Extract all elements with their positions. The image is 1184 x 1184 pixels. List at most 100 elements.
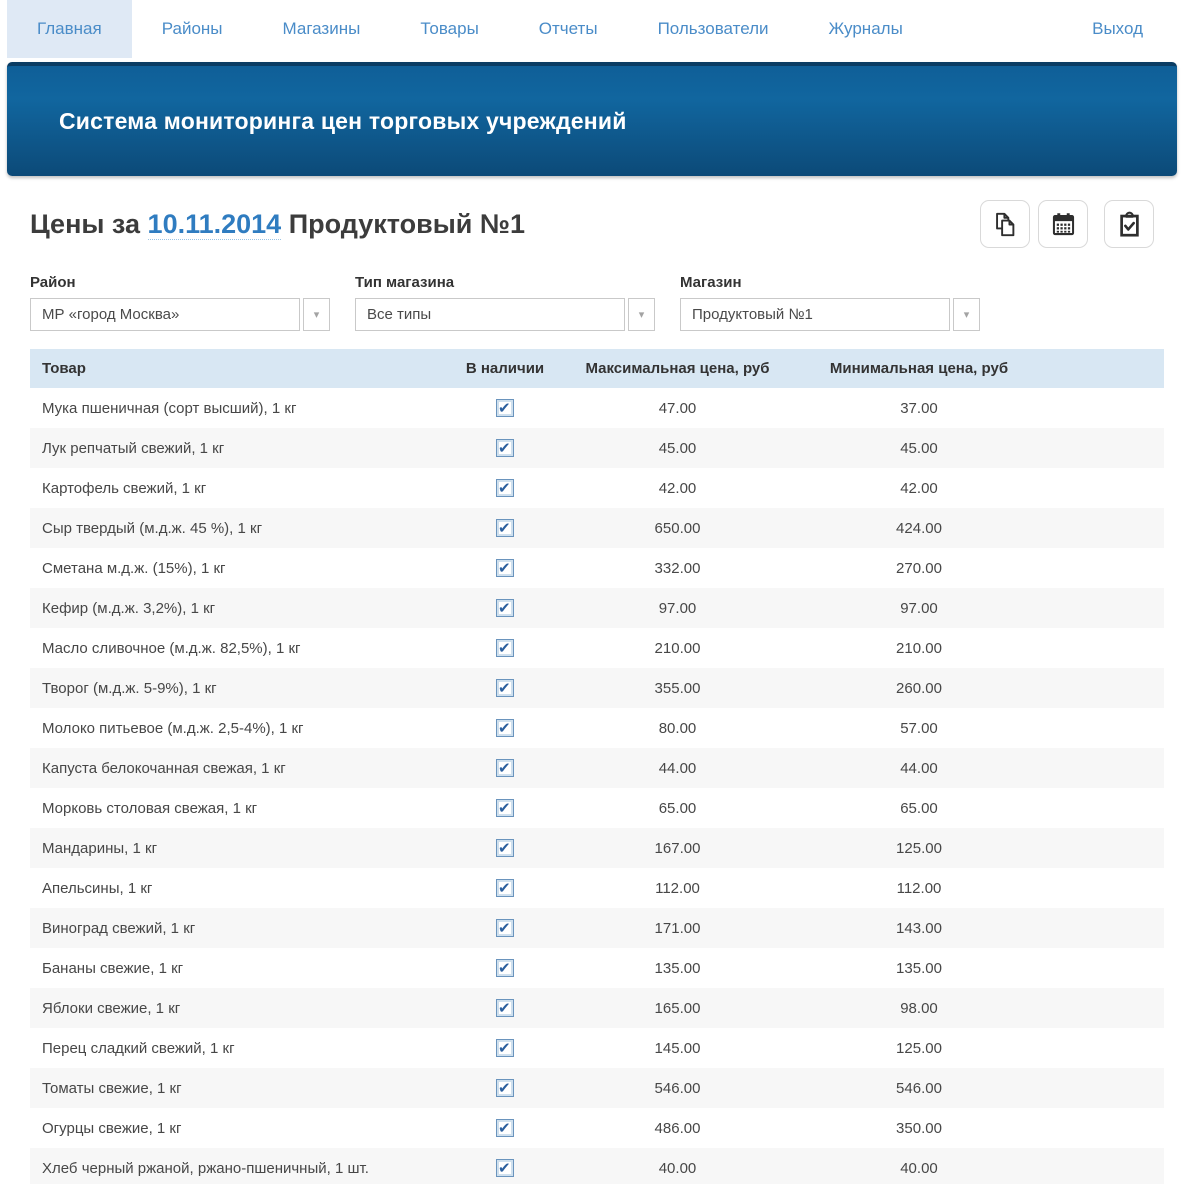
district-select[interactable]: МР «город Москва» ▾ [30, 298, 330, 331]
nav-item-logout[interactable]: Выход [1092, 19, 1143, 38]
nav-item-districts[interactable]: Районы [161, 19, 223, 38]
nav-item-shops[interactable]: Магазины [282, 19, 361, 38]
min-price: 270.00 [896, 559, 942, 577]
table-row: Хлеб черный ржаной, ржано-пшеничный, 1 ш… [30, 1148, 1164, 1184]
availability-checkbox[interactable] [496, 479, 514, 498]
calendar-button[interactable] [1038, 200, 1088, 248]
min-price: 40.00 [900, 1159, 938, 1177]
table-body: Мука пшеничная (сорт высший), 1 кг 47.00… [30, 388, 1164, 1184]
product-name: Морковь столовая свежая, 1 кг [42, 799, 258, 817]
product-name: Молоко питьевое (м.д.ж. 2,5-4%), 1 кг [42, 719, 304, 737]
availability-checkbox[interactable] [496, 519, 514, 538]
min-price: 260.00 [896, 679, 942, 697]
shop-label: Магазин [680, 274, 742, 291]
max-price: 210.00 [654, 639, 701, 657]
max-price: 171.00 [654, 919, 701, 937]
shop-type-select[interactable]: Все типы ▾ [355, 298, 655, 331]
availability-checkbox[interactable] [496, 759, 514, 778]
availability-checkbox[interactable] [496, 1079, 514, 1098]
max-price: 97.00 [658, 599, 697, 617]
max-price: 47.00 [658, 399, 697, 417]
max-price: 167.00 [654, 839, 701, 857]
header-product: Товар [42, 360, 86, 377]
top-nav: Главная Районы Магазины Товары Отчеты По… [0, 0, 1184, 58]
nav-item-home[interactable]: Главная [7, 0, 132, 58]
table-row: Капуста белокочанная свежая, 1 кг 44.00 … [30, 748, 1164, 788]
date-link[interactable]: 10.11.2014 [147, 208, 282, 240]
chevron-down-icon[interactable]: ▾ [628, 298, 655, 331]
table-row: Сметана м.д.ж. (15%), 1 кг 332.00 270.00 [30, 548, 1164, 588]
product-name: Лук репчатый свежий, 1 кг [42, 439, 225, 457]
nav-item-reports[interactable]: Отчеты [538, 19, 598, 38]
availability-checkbox[interactable] [496, 839, 514, 858]
availability-checkbox[interactable] [496, 399, 514, 418]
max-price: 332.00 [654, 559, 701, 577]
min-price: 112.00 [896, 879, 942, 897]
product-name: Томаты свежие, 1 кг [42, 1079, 182, 1097]
min-price: 125.00 [896, 839, 942, 857]
table-row: Мука пшеничная (сорт высший), 1 кг 47.00… [30, 388, 1164, 428]
max-price: 650.00 [654, 519, 701, 537]
shop-select[interactable]: Продуктовый №1 ▾ [680, 298, 980, 331]
availability-checkbox[interactable] [496, 639, 514, 658]
product-name: Перец сладкий свежий, 1 кг [42, 1039, 235, 1057]
availability-checkbox[interactable] [496, 559, 514, 578]
availability-checkbox[interactable] [496, 1159, 514, 1178]
clipboard-check-icon [1116, 211, 1143, 238]
product-name: Сметана м.д.ж. (15%), 1 кг [42, 559, 226, 577]
copy-icon [992, 211, 1019, 238]
nav-item-products[interactable]: Товары [420, 19, 479, 38]
shop-type-select-value[interactable]: Все типы [355, 298, 625, 331]
table-row: Картофель свежий, 1 кг 42.00 42.00 [30, 468, 1164, 508]
filters: Район МР «город Москва» ▾ Тип магазина В… [30, 274, 1154, 331]
calendar-icon [1050, 211, 1077, 238]
table-row: Кефир (м.д.ж. 3,2%), 1 кг 97.00 97.00 [30, 588, 1164, 628]
copy-button[interactable] [980, 200, 1030, 248]
min-price: 350.00 [896, 1119, 942, 1137]
table-row: Творог (м.д.ж. 5-9%), 1 кг 355.00 260.00 [30, 668, 1164, 708]
product-name: Бананы свежие, 1 кг [42, 959, 184, 977]
availability-checkbox[interactable] [496, 1119, 514, 1138]
table-row: Огурцы свежие, 1 кг 486.00 350.00 [30, 1108, 1164, 1148]
product-name: Кефир (м.д.ж. 3,2%), 1 кг [42, 599, 216, 617]
table-row: Апельсины, 1 кг 112.00 112.00 [30, 868, 1164, 908]
availability-checkbox[interactable] [496, 719, 514, 738]
table-row: Мандарины, 1 кг 167.00 125.00 [30, 828, 1164, 868]
availability-checkbox[interactable] [496, 599, 514, 618]
availability-checkbox[interactable] [496, 799, 514, 818]
max-price: 486.00 [654, 1119, 701, 1137]
nav-item-users[interactable]: Пользователи [657, 19, 769, 38]
page-title-prefix: Цены за [30, 208, 141, 239]
max-price: 44.00 [658, 759, 697, 777]
min-price: 97.00 [900, 599, 938, 617]
shop-select-value[interactable]: Продуктовый №1 [680, 298, 950, 331]
min-price: 65.00 [900, 799, 938, 817]
product-name: Картофель свежий, 1 кг [42, 479, 207, 497]
max-price: 65.00 [658, 799, 697, 817]
max-price: 40.00 [658, 1159, 697, 1177]
product-name: Капуста белокочанная свежая, 1 кг [42, 759, 286, 777]
chevron-down-icon[interactable]: ▾ [953, 298, 980, 331]
shop-type-label: Тип магазина [355, 274, 455, 291]
filter-shop: Магазин Продуктовый №1 ▾ [680, 274, 980, 331]
min-price: 125.00 [896, 1039, 942, 1057]
availability-checkbox[interactable] [496, 679, 514, 698]
table-row: Молоко питьевое (м.д.ж. 2,5-4%), 1 кг 80… [30, 708, 1164, 748]
max-price: 45.00 [658, 439, 697, 457]
table-row: Виноград свежий, 1 кг 171.00 143.00 [30, 908, 1164, 948]
availability-checkbox[interactable] [496, 999, 514, 1018]
page-head: Цены за 10.11.2014 Продуктовый №1 [30, 200, 1154, 248]
max-price: 42.00 [658, 479, 697, 497]
availability-checkbox[interactable] [496, 879, 514, 898]
nav-item-journals[interactable]: Журналы [828, 19, 903, 38]
toolbar [972, 200, 1154, 248]
availability-checkbox[interactable] [496, 1039, 514, 1058]
checklist-button[interactable] [1104, 200, 1154, 248]
chevron-down-icon[interactable]: ▾ [303, 298, 330, 331]
availability-checkbox[interactable] [496, 959, 514, 978]
min-price: 135.00 [896, 959, 942, 977]
availability-checkbox[interactable] [496, 439, 514, 458]
table-row: Яблоки свежие, 1 кг 165.00 98.00 [30, 988, 1164, 1028]
availability-checkbox[interactable] [496, 919, 514, 938]
district-select-value[interactable]: МР «город Москва» [30, 298, 300, 331]
